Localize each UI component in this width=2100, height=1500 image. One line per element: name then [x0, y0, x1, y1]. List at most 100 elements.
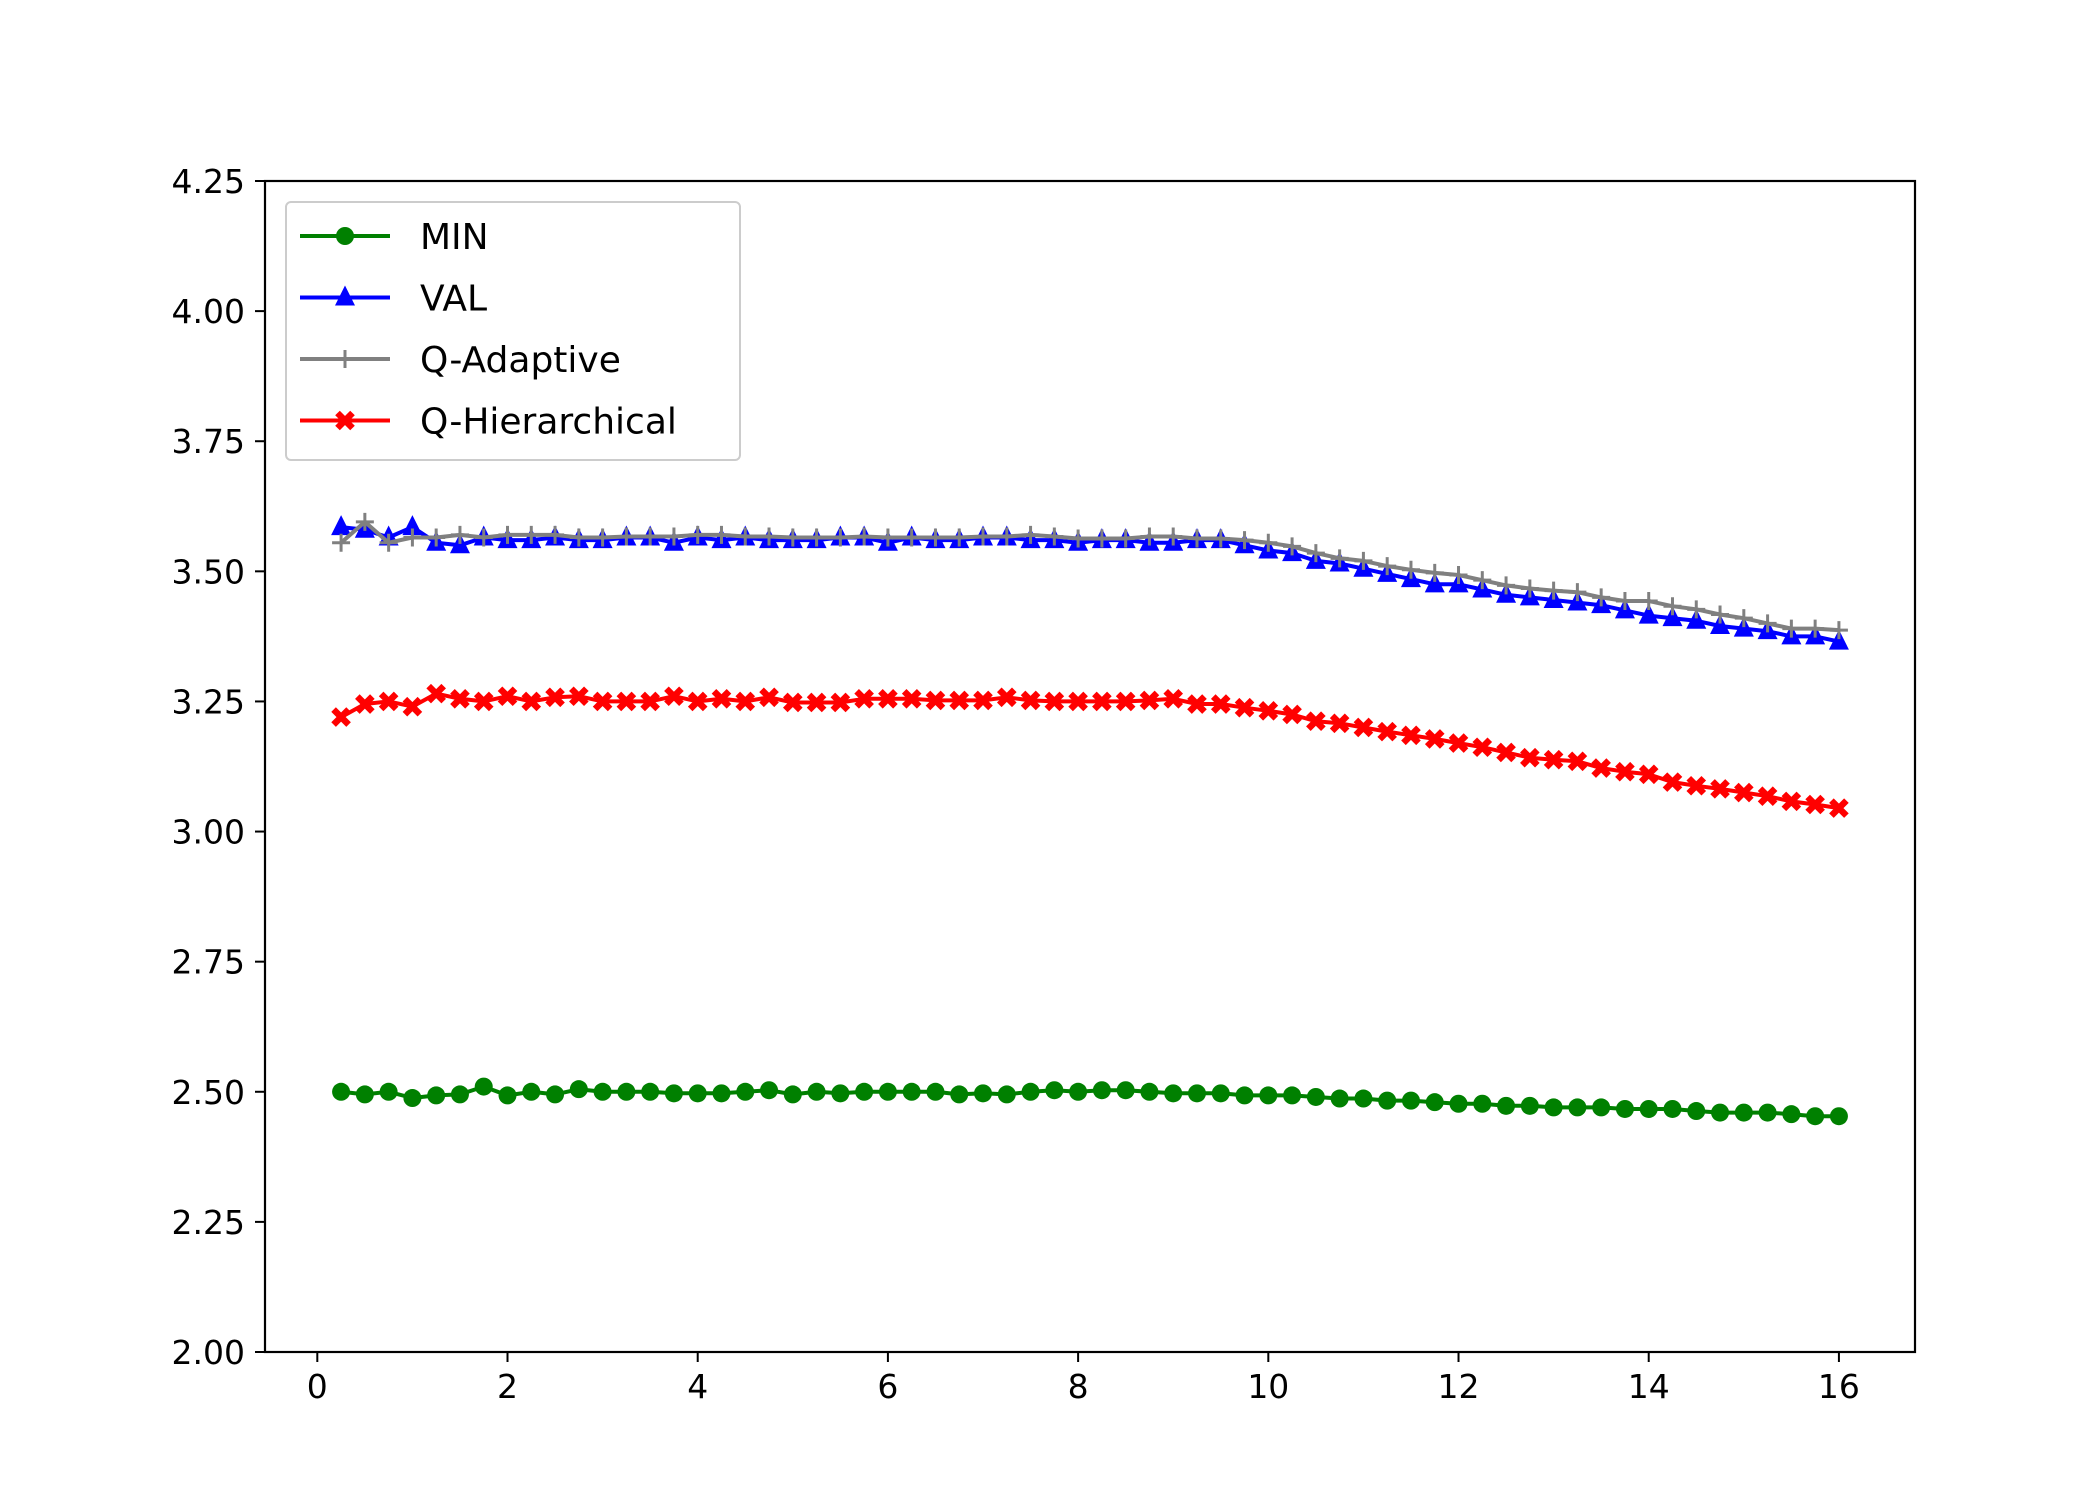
- data-point-q-hierarchical-stroke: [497, 686, 518, 707]
- data-point-q-hierarchical-stroke: [1638, 764, 1659, 785]
- data-point-q-adaptive: [1711, 605, 1730, 624]
- data-point-q-hierarchical-stroke: [1377, 721, 1397, 742]
- data-point-q-adaptive: [974, 527, 993, 546]
- data-point-min: [1259, 1086, 1278, 1105]
- data-point-q-hierarchical: [1520, 747, 1540, 768]
- data-point-min: [878, 1082, 897, 1101]
- data-point-q-hierarchical-stroke: [1520, 747, 1540, 768]
- data-point-min: [1520, 1096, 1539, 1115]
- data-point-q-hierarchical-stroke: [687, 691, 708, 712]
- data-point-q-hierarchical-stroke: [1139, 690, 1160, 711]
- data-point-q-adaptive: [1687, 600, 1706, 619]
- data-point-q-hierarchical-stroke: [1044, 691, 1065, 712]
- data-point-q-hierarchical-stroke: [878, 689, 898, 709]
- y-tick-label: 3.50: [172, 552, 245, 591]
- y-tick-label: 3.00: [172, 813, 245, 852]
- data-point-q-adaptive: [474, 528, 493, 547]
- data-point-q-adaptive: [522, 525, 541, 544]
- legend-label: Q-Adaptive: [420, 340, 621, 381]
- legend-label: Q-Hierarchical: [420, 402, 677, 443]
- data-point-min: [1187, 1084, 1206, 1103]
- data-point-q-hierarchical: [1163, 689, 1184, 709]
- data-point-q-hierarchical-stroke: [1163, 689, 1184, 709]
- data-point-q-adaptive: [664, 527, 683, 546]
- data-point-q-adaptive: [712, 525, 731, 544]
- legend-label: VAL: [420, 279, 487, 320]
- data-point-min: [427, 1086, 446, 1105]
- data-point-q-hierarchical-stroke: [1710, 779, 1730, 799]
- data-point-q-adaptive: [1592, 588, 1611, 607]
- data-point-q-hierarchical: [473, 691, 494, 712]
- data-point-q-hierarchical-stroke: [1829, 798, 1849, 818]
- data-point-q-hierarchical-stroke: [569, 686, 589, 707]
- data-point-q-adaptive: [1021, 525, 1040, 544]
- data-point-q-hierarchical: [1139, 690, 1160, 711]
- data-point-q-hierarchical: [1615, 761, 1635, 782]
- data-point-q-hierarchical-stroke: [925, 690, 946, 711]
- data-point-q-hierarchical: [1734, 782, 1754, 803]
- data-point-min: [1663, 1099, 1682, 1118]
- data-point-q-hierarchical: [355, 694, 375, 714]
- data-point-q-hierarchical-stroke: [1401, 725, 1421, 746]
- data-point-min: [1401, 1091, 1420, 1110]
- data-point-q-hierarchical: [878, 689, 898, 709]
- data-point-q-adaptive: [807, 528, 826, 547]
- data-point-q-hierarchical: [1258, 701, 1279, 721]
- data-point-q-hierarchical: [973, 690, 993, 711]
- legend-entry-q-hierarchical: Q-Hierarchical: [300, 402, 677, 443]
- data-point-q-adaptive: [1639, 591, 1658, 610]
- data-point-min: [1140, 1082, 1159, 1101]
- data-point-min: [1164, 1084, 1183, 1103]
- data-point-q-hierarchical: [521, 691, 542, 712]
- data-point-min: [403, 1089, 422, 1108]
- data-point-min: [1782, 1105, 1801, 1124]
- data-point-q-adaptive: [831, 528, 850, 547]
- data-point-q-adaptive: [760, 527, 779, 546]
- series-line-q-adaptive: [339, 519, 1840, 633]
- data-point-q-hierarchical: [1353, 717, 1374, 738]
- data-point-q-hierarchical: [378, 691, 399, 712]
- data-point-q-adaptive: [450, 525, 469, 544]
- data-point-q-adaptive: [1235, 531, 1254, 550]
- data-point-q-hierarchical-stroke: [949, 690, 970, 711]
- data-point-min: [855, 1082, 874, 1101]
- data-point-q-adaptive: [1663, 597, 1682, 616]
- data-point-min: [1354, 1089, 1373, 1108]
- data-point-q-hierarchical-stroke: [640, 691, 660, 712]
- data-point-q-adaptive: [1615, 591, 1634, 610]
- data-point-min: [474, 1077, 493, 1096]
- data-point-min: [569, 1080, 588, 1099]
- data-point-val: [1710, 613, 1731, 634]
- data-point-q-hierarchical-stroke: [973, 690, 993, 711]
- data-point-q-adaptive: [1069, 529, 1088, 548]
- data-point-q-hierarchical: [711, 689, 732, 709]
- legend-marker: [335, 410, 355, 431]
- data-point-q-hierarchical: [1567, 751, 1588, 772]
- data-point-min: [1045, 1081, 1064, 1100]
- x-tick-label: 10: [1247, 1367, 1289, 1406]
- data-point-q-adaptive: [1425, 563, 1444, 582]
- data-point-q-hierarchical-stroke: [830, 692, 851, 713]
- data-point-q-hierarchical-stroke: [1615, 761, 1635, 782]
- data-point-q-hierarchical: [1757, 786, 1778, 806]
- data-point-q-hierarchical: [1282, 704, 1302, 725]
- data-point-min: [950, 1085, 969, 1104]
- data-point-min: [736, 1082, 755, 1101]
- data-point-q-hierarchical: [759, 687, 779, 708]
- data-point-q-hierarchical-stroke: [1424, 729, 1445, 749]
- data-point-min: [1069, 1082, 1088, 1101]
- data-point-q-hierarchical: [1210, 694, 1231, 714]
- data-point-q-adaptive: [1187, 529, 1206, 548]
- data-point-min: [1235, 1086, 1254, 1105]
- data-point-q-adaptive: [617, 527, 636, 546]
- data-point-min: [1734, 1103, 1753, 1122]
- data-point-q-hierarchical: [1496, 742, 1516, 763]
- data-point-q-hierarchical-stroke: [711, 689, 732, 709]
- data-point-min: [997, 1085, 1016, 1104]
- data-point-q-hierarchical: [1187, 694, 1207, 714]
- data-point-min: [1449, 1094, 1468, 1113]
- data-point-q-adaptive: [1259, 533, 1278, 552]
- data-point-q-hierarchical-stroke: [1210, 694, 1231, 714]
- legend-entry-q-adaptive: Q-Adaptive: [300, 340, 621, 381]
- data-point-min: [688, 1084, 707, 1103]
